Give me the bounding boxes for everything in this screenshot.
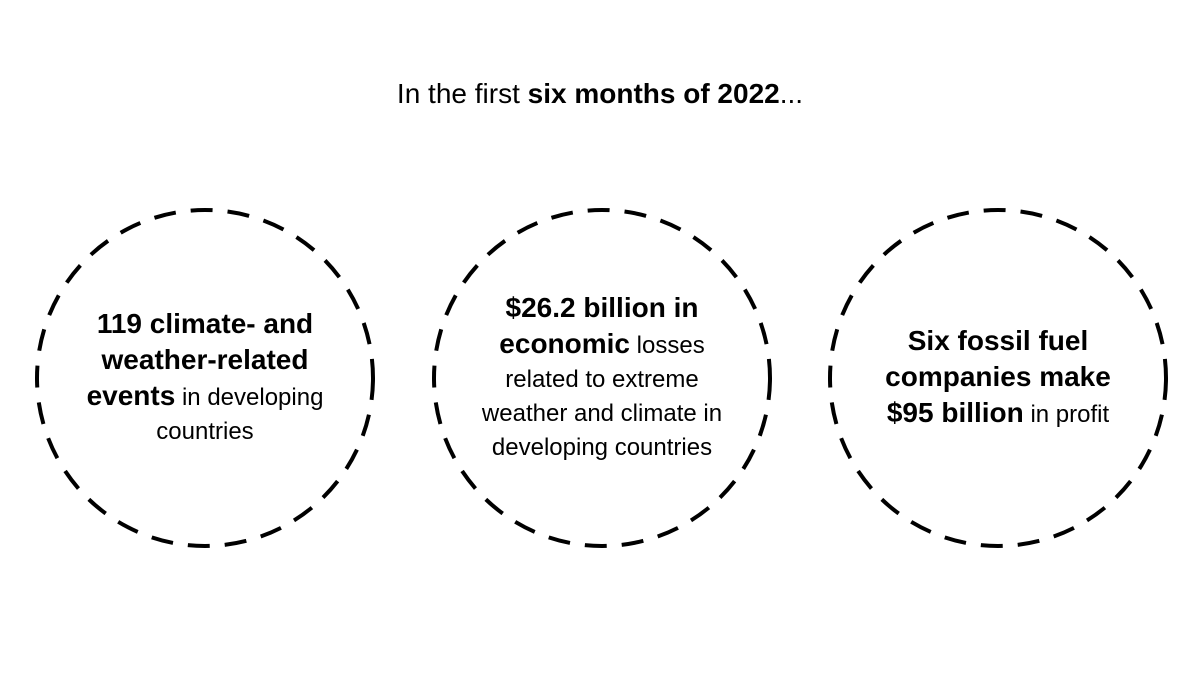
regular-text: in developing countries [156,384,324,445]
heading-prefix: In the first [396,78,528,109]
circle-text: Six fossil fuel companies make $95 billi… [858,208,1138,548]
regular-text: in profit [1030,401,1110,428]
bold-text: $26.2 billion in economic [499,292,699,359]
circle-text: 119 climate- and weather-related events … [70,208,340,548]
regular-text: losses related to extreme weather and cl… [481,332,723,461]
dashed-circle [35,208,375,548]
bold-text: Six fossil fuel companies make $95 billi… [885,325,1111,428]
bold-text: 119 climate- and weather-related events [86,308,314,411]
heading-bold: six months of 2022 [527,78,780,109]
dashed-circle [432,208,772,548]
heading: In the first six months of 2022... [0,78,1200,110]
heading-suffix: ... [779,78,804,109]
dashed-circle [828,208,1168,548]
circle-text: $26.2 billion in economic losses related… [472,208,732,548]
